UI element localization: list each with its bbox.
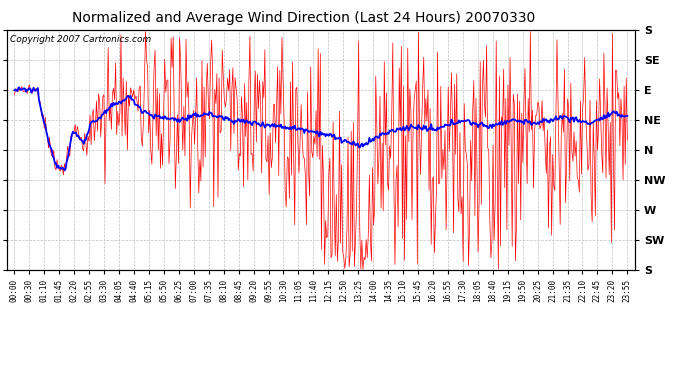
Text: Copyright 2007 Cartronics.com: Copyright 2007 Cartronics.com: [10, 35, 151, 44]
Text: Normalized and Average Wind Direction (Last 24 Hours) 20070330: Normalized and Average Wind Direction (L…: [72, 11, 535, 25]
